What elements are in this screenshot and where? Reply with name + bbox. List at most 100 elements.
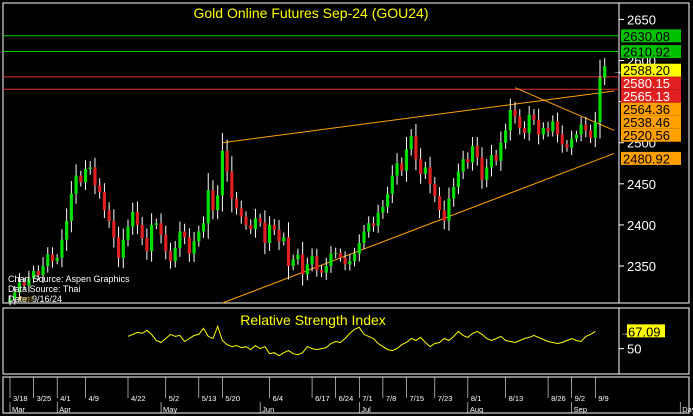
- date-tick-label-10: 6/24: [339, 394, 354, 403]
- candle-body-76: [367, 223, 371, 232]
- candle-body-3: [22, 282, 26, 286]
- candle-body-99: [475, 146, 479, 158]
- price-tick-label-6: 2650: [627, 12, 656, 27]
- price-label-text-3: 2580.15: [623, 76, 670, 91]
- candle-body-13: [69, 193, 73, 221]
- price-axis-ticks: 2350240024502500255026002650: [619, 12, 656, 274]
- date-tick-label-9: 6/17: [315, 394, 330, 403]
- date-tick-label-8: 6/4: [273, 394, 283, 403]
- candle-body-87: [419, 159, 423, 174]
- candle-body-81: [390, 175, 394, 194]
- candle-body-27: [135, 211, 140, 225]
- candle-body-56: [272, 224, 276, 230]
- candle-body-123: [588, 130, 593, 138]
- candle-body-10: [55, 257, 59, 262]
- candle-body-89: [428, 167, 432, 184]
- candle-body-1: [13, 292, 17, 299]
- month-label-6: Sep: [574, 405, 587, 414]
- candle-body-28: [140, 224, 144, 239]
- candle-body-33: [164, 234, 168, 252]
- candle-body-68: [329, 253, 333, 267]
- candle-body-39: [192, 241, 196, 254]
- trend-line-0: [222, 90, 615, 144]
- candle-body-54: [263, 222, 267, 243]
- month-label-4: Jul: [361, 405, 371, 414]
- candle-body-29: [145, 238, 149, 252]
- candle-body-16: [83, 169, 88, 183]
- candle-body-84: [404, 149, 409, 171]
- price-label-box-0: [621, 29, 681, 43]
- candle-body-107: [513, 109, 517, 117]
- candle-body-71: [343, 257, 347, 265]
- candle-body-126: [603, 66, 607, 78]
- candle-body-22: [112, 220, 116, 238]
- candle-body-125: [598, 77, 602, 123]
- candle-body-50: [244, 216, 248, 225]
- rsi-layer: 50 → 67.09: [127, 324, 665, 357]
- candle-body-23: [116, 237, 121, 258]
- candle-body-118: [565, 144, 569, 148]
- candle-body-40: [197, 231, 201, 242]
- candle-body-38: [187, 237, 191, 254]
- date-tick-label-18: 9/2: [575, 394, 585, 403]
- candle-body-12: [65, 220, 69, 240]
- candle-body-26: [131, 211, 135, 227]
- candle-body-120: [574, 134, 578, 139]
- candle-body-59: [286, 237, 291, 267]
- rsi-panel: [2, 307, 620, 375]
- rsi-title: Relative Strength Index: [240, 312, 386, 328]
- price-candles-layer: →: [8, 58, 623, 306]
- date-tick-label-19: 9/9: [598, 394, 608, 403]
- month-label-5: Aug: [470, 405, 483, 414]
- candle-body-31: [154, 223, 158, 225]
- candle-body-62: [301, 254, 305, 275]
- price-label-box-2: [621, 63, 681, 77]
- candle-body-86: [414, 136, 418, 160]
- candle-body-58: [282, 237, 286, 242]
- watermark: Gold: [18, 296, 33, 303]
- candle-body-100: [480, 157, 484, 180]
- price-label-text-2: 2588.20: [623, 63, 670, 78]
- candle-body-88: [423, 167, 427, 174]
- price-label-box-3: [621, 76, 681, 90]
- candle-body-41: [201, 223, 206, 232]
- candle-body-78: [376, 212, 380, 226]
- price-label-box-5: [621, 102, 681, 116]
- candle-body-117: [560, 134, 564, 145]
- candle-body-17: [88, 167, 92, 170]
- candle-body-74: [357, 243, 361, 254]
- candle-body-105: [504, 130, 508, 143]
- price-tick-label-0: 2350: [627, 259, 656, 274]
- candle-body-5: [32, 270, 36, 279]
- date-tick-label-2: 4/1: [60, 394, 70, 403]
- price-chart-title: Gold Online Futures Sep-24 (GOU24): [194, 5, 429, 21]
- candle-body-124: [593, 122, 597, 138]
- candle-body-37: [183, 231, 187, 238]
- month-label-1: Apr: [59, 405, 71, 414]
- date-axis: [2, 376, 690, 414]
- source-line-1: Chart Source: Aspen Graphics: [8, 274, 130, 284]
- candle-body-112: [537, 119, 541, 135]
- candle-body-82: [395, 163, 399, 176]
- candle-body-83: [400, 163, 404, 171]
- price-label-box-1: [621, 45, 681, 59]
- price-label-box-7: [621, 128, 681, 142]
- price-tick-label-1: 2400: [627, 218, 656, 233]
- date-tick-label-16: 8/13: [509, 394, 524, 403]
- candle-body-103: [494, 155, 498, 161]
- candle-body-102: [489, 155, 494, 168]
- date-tick-label-17: 8/26: [551, 394, 566, 403]
- date-tick-label-1: 3/25: [37, 394, 52, 403]
- candle-body-77: [371, 223, 376, 226]
- candle-body-85: [409, 136, 413, 150]
- candle-body-30: [150, 224, 154, 252]
- date-tick-label-12: 7/8: [386, 394, 396, 403]
- candle-body-95: [456, 171, 460, 188]
- date-tick-label-7: 5/20: [225, 394, 240, 403]
- candle-body-90: [433, 183, 437, 197]
- candle-body-49: [239, 208, 243, 217]
- candle-body-92: [442, 210, 446, 221]
- rsi-last-value-label: 67.09: [628, 324, 661, 339]
- candle-body-24: [121, 239, 125, 258]
